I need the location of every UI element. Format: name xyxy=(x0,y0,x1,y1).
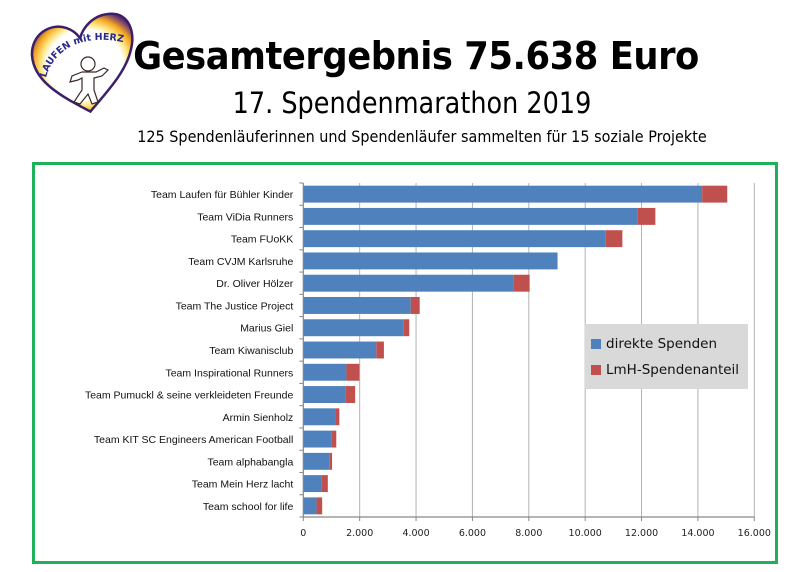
bar-lmh xyxy=(702,185,728,203)
category-label: Team alphabangla xyxy=(207,456,293,468)
axes xyxy=(299,182,755,521)
bar-lmh xyxy=(410,297,420,314)
category-label: Team Kiwanisclub xyxy=(209,345,293,357)
bar-direct xyxy=(303,430,332,448)
bar-direct xyxy=(303,475,322,493)
bar-direct xyxy=(303,207,638,225)
x-tick-label: 8.000 xyxy=(515,528,542,539)
bar-lmh xyxy=(316,497,323,515)
category-label: Armin Sienholz xyxy=(223,412,294,424)
bar-direct xyxy=(303,274,514,292)
bars xyxy=(303,185,728,515)
category-label: Team Mein Herz lacht xyxy=(192,479,294,491)
category-label: Team The Justice Project xyxy=(176,300,294,312)
page-title: Gesamtergebnis 75.638 Euro xyxy=(133,34,699,78)
bar-lmh xyxy=(605,230,623,248)
category-label: Team Pumuckl & seine verkleideten Freund… xyxy=(85,390,294,402)
x-tick-labels: 0 2.000 4.000 6.000 8.000 10.000 12.000 14.000 1… xyxy=(300,528,771,539)
legend-item-lmh-spendenanteil: LmH-Spendenanteil xyxy=(591,360,739,380)
page-description: 125 Spendenläuferinnen und Spendenläufer… xyxy=(137,127,707,146)
bar-direct xyxy=(303,297,411,314)
bar-lmh xyxy=(376,341,384,359)
bar-direct xyxy=(303,341,377,359)
chart-frame xyxy=(32,162,778,564)
category-label: Team Inspirational Runners xyxy=(165,367,293,379)
laufen-mit-herz-logo: LAUFEN mit HERZ xyxy=(30,12,134,114)
chart-legend: direkte Spenden LmH-Spendenanteil xyxy=(585,324,748,389)
x-tick-label: 12.000 xyxy=(625,528,658,539)
category-label: Team Laufen für Bühler Kinder xyxy=(151,189,294,201)
page-subtitle: 17. Spendenmarathon 2019 xyxy=(232,86,592,120)
bar-direct xyxy=(303,497,317,515)
bar-direct xyxy=(303,386,346,403)
x-tick-label: 4.000 xyxy=(402,528,429,539)
bar-direct xyxy=(303,452,330,470)
x-tick-label: 6.000 xyxy=(459,528,486,539)
x-tick-label: 14.000 xyxy=(681,528,714,539)
bar-lmh xyxy=(345,386,356,403)
bar-lmh xyxy=(513,274,530,292)
bar-lmh xyxy=(321,475,328,493)
x-tick-label: 2.000 xyxy=(346,528,373,539)
x-tick-label: 0 xyxy=(300,528,306,539)
category-label: Team FUoKK xyxy=(231,234,293,246)
bar-direct xyxy=(303,408,336,426)
bar-lmh xyxy=(403,319,410,337)
bar-lmh xyxy=(329,452,333,470)
bar-lmh xyxy=(331,430,337,448)
legend-swatch-lmh xyxy=(591,365,601,375)
bar-lmh xyxy=(346,363,360,381)
category-label: Dr. Oliver Hölzer xyxy=(216,278,294,290)
category-label: Team ViDia Runners xyxy=(197,211,293,223)
bar-direct xyxy=(303,363,347,381)
bar-direct xyxy=(303,252,558,270)
running-figure-icon xyxy=(69,56,110,105)
bar-direct xyxy=(303,319,404,337)
category-label: Team CVJM Karlsruhe xyxy=(188,256,293,268)
bar-direct xyxy=(303,185,703,203)
category-label: Team KIT SC Engineers American Football xyxy=(94,434,293,446)
category-labels: Team Laufen für Bühler Kinder Team ViDia … xyxy=(85,189,294,513)
bar-direct xyxy=(303,230,606,248)
legend-swatch-direct xyxy=(591,339,601,349)
category-label: Team school for life xyxy=(203,501,294,513)
bar-lmh xyxy=(335,408,340,426)
x-tick-label: 10.000 xyxy=(569,528,602,539)
legend-label: LmH-Spendenanteil xyxy=(606,362,740,378)
bar-lmh xyxy=(637,207,656,225)
category-label: Marius Giel xyxy=(240,323,293,335)
legend-label: direkte Spenden xyxy=(606,336,718,352)
legend-item-direkte-spenden: direkte Spenden xyxy=(591,334,717,354)
x-tick-label: 16.000 xyxy=(738,528,771,539)
